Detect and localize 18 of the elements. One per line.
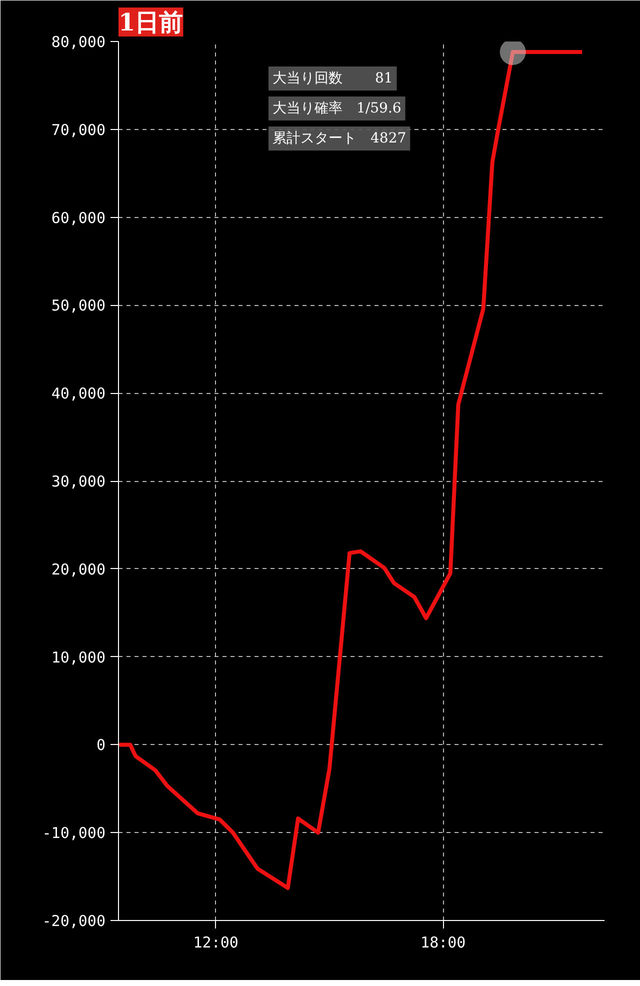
x-tick-label: 18:00 <box>420 934 466 952</box>
y-tick-label: 40,000 <box>51 384 106 403</box>
y-tick-label: 20,000 <box>51 560 106 578</box>
annotation: 累計スタート 4827 <box>272 130 406 146</box>
y-tick-label: 80,000 <box>51 33 106 51</box>
x-tick-label: 12:00 <box>193 934 238 952</box>
y-tick-label: 30,000 <box>51 472 106 490</box>
y-tick-label: -20,000 <box>42 912 106 930</box>
y-tick-label: 10,000 <box>51 648 106 666</box>
y-tick-label: 70,000 <box>51 120 106 139</box>
annotation: 大当り回数 81 <box>272 70 393 86</box>
annotation: 大当り確率 1/59.6 <box>272 100 402 116</box>
y-tick-label: 60,000 <box>51 208 106 227</box>
y-tick-label: 50,000 <box>51 296 106 315</box>
y-tick-label: -10,000 <box>42 824 106 842</box>
chart-title: 1日前 <box>118 8 184 36</box>
y-tick-label: 0 <box>96 736 106 754</box>
line-series <box>118 50 584 890</box>
